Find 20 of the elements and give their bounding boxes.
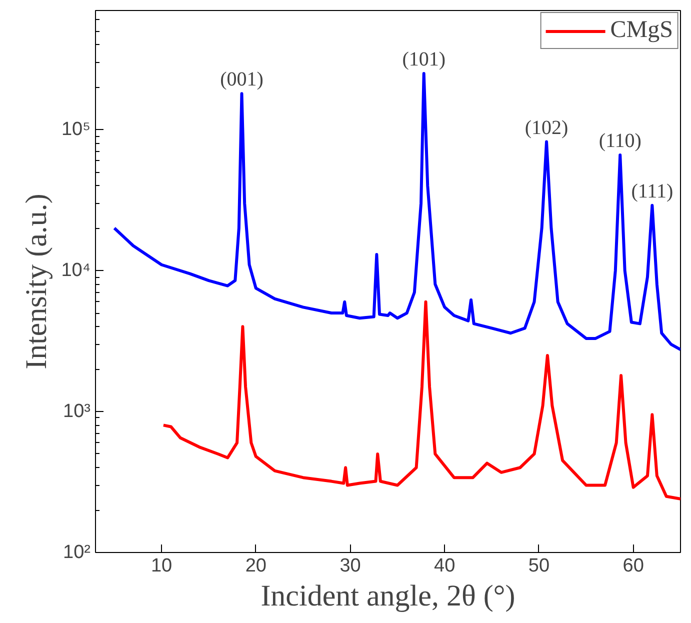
y-tick-label: 10⁴ [61,260,91,282]
x-tick-label: 60 [622,556,644,576]
y-tick-label: 10⁵ [61,119,91,140]
y-tick-label: 10³ [63,401,91,422]
x-tick-label: 20 [245,556,266,576]
x-tick-label: 30 [340,556,361,576]
x-tick-label: 10 [150,556,172,576]
line-series [112,72,680,352]
annotation: (101) [402,48,446,71]
y-tick-label: 10² [63,542,91,563]
annotation: (102) [524,116,568,139]
line-series [162,300,680,500]
y-axis-title: Intensity (a.u.) [20,194,54,370]
annotation: (001) [220,68,264,91]
x-tick-label: 40 [434,556,456,576]
annotation: (111) [631,180,674,202]
x-tick-label: 50 [528,556,550,576]
annotation: (110) [598,130,642,152]
legend-label: CMgS [610,17,673,44]
x-axis-title: Incident angle, 2θ (°) [260,580,516,612]
